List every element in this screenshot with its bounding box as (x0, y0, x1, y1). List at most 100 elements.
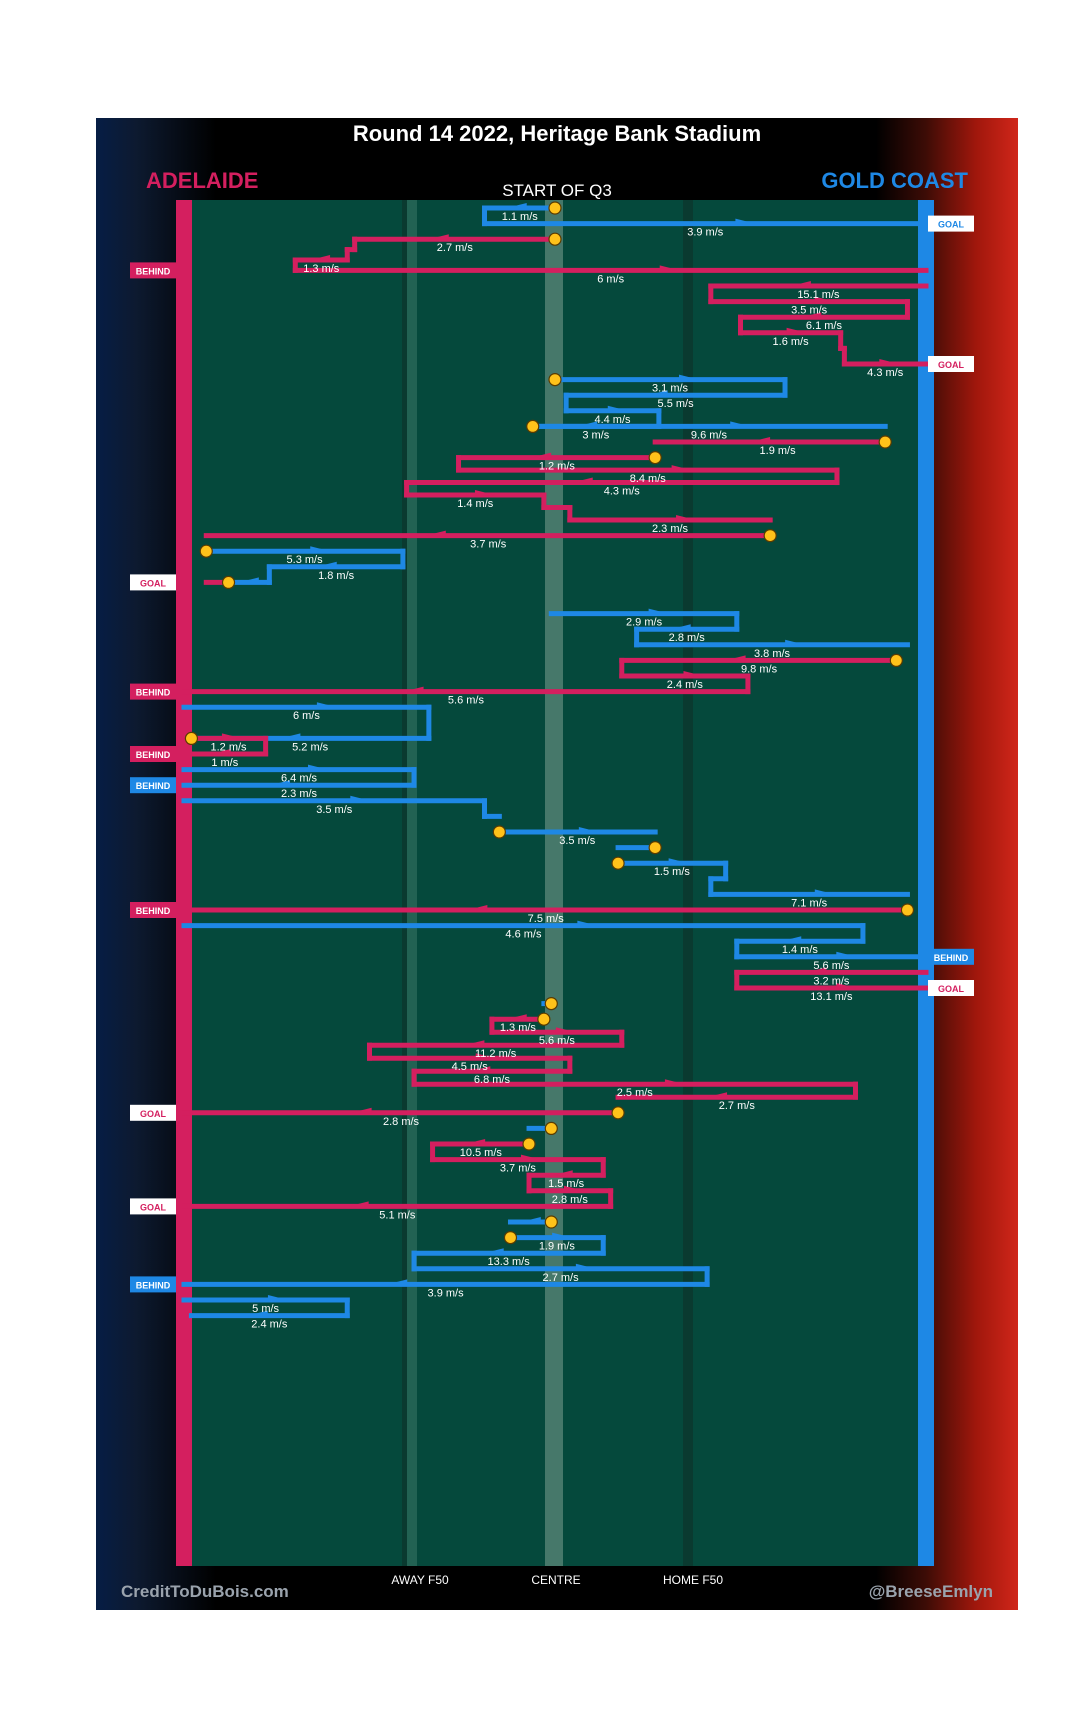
speed-label: 2.7 m/s (437, 242, 474, 254)
chain-arrow (267, 1295, 288, 1301)
speed-label: 2.8 m/s (669, 632, 706, 644)
chain-arrow (506, 1014, 527, 1021)
chain (611, 856, 910, 897)
result-badge-label: BEHIND (136, 266, 171, 276)
speed-label: 2.7 m/s (543, 1272, 580, 1284)
speed-label: 6.8 m/s (474, 1074, 511, 1086)
chain-arrow (572, 477, 593, 484)
chain-arrow (577, 920, 598, 927)
speed-label: 3.9 m/s (428, 1287, 465, 1299)
stoppage-marker (184, 731, 199, 746)
chain-arrow (786, 327, 807, 334)
chain-arrow (670, 624, 691, 631)
adelaide-goal-bar (176, 200, 192, 1566)
speed-label: 5.6 m/s (813, 960, 850, 972)
chain-arrow (683, 671, 704, 677)
chain-arrow (801, 312, 822, 319)
speed-label: 11.2 m/s (475, 1048, 517, 1060)
chain-arrow (676, 515, 697, 521)
speed-label: 1.9 m/s (539, 1241, 576, 1253)
stoppage-marker (221, 575, 236, 589)
speed-label: 7.5 m/s (528, 913, 565, 925)
chart-frame: Round 14 2022, Heritage Bank Stadium ADE… (96, 118, 1018, 1610)
speed-label: 1.5 m/s (548, 1178, 585, 1190)
result-badge-label: BEHIND (136, 906, 171, 916)
chain (199, 544, 406, 585)
chain-arrow (785, 639, 806, 646)
stoppage-marker (611, 1106, 625, 1120)
result-badge-label: GOAL (140, 1202, 167, 1212)
chain-arrow (806, 967, 827, 974)
result-badge-label: BEHIND (934, 953, 969, 963)
chain-arrow (280, 733, 301, 740)
chain (181, 653, 903, 695)
speed-label: 1.9 m/s (760, 445, 797, 457)
chain-arrow (679, 374, 700, 381)
chain (203, 575, 236, 589)
chain-arrow (564, 1185, 585, 1192)
speed-label: 1.3 m/s (303, 263, 340, 275)
chain-arrow (814, 296, 835, 303)
stoppage-marker (648, 451, 662, 465)
chain (526, 1121, 558, 1136)
result-badge-label: GOAL (140, 1109, 167, 1119)
chain (181, 1137, 614, 1209)
chain-arrow (836, 951, 857, 958)
stoppage-marker (889, 653, 903, 668)
chain-arrow (790, 281, 811, 287)
chain-arrow (647, 390, 668, 397)
chain (507, 1215, 558, 1229)
stoppage-marker (648, 840, 662, 855)
chain-arrow (578, 827, 599, 833)
stoppage-marker (878, 435, 892, 449)
stoppage-marker (544, 996, 558, 1011)
speed-label: 5.2 m/s (292, 741, 329, 753)
result-badge-label: GOAL (938, 220, 965, 230)
chain-arrow (316, 561, 337, 568)
speed-label: 2.3 m/s (652, 523, 689, 535)
gold-coast-goal-bar (918, 200, 934, 1566)
result-badge (130, 574, 176, 591)
result-badge-label: GOAL (938, 360, 965, 370)
result-badge-label: BEHIND (136, 781, 171, 791)
away-f50-line (407, 200, 417, 1566)
chain-arrow (474, 490, 495, 497)
speed-label: 3.2 m/s (813, 975, 850, 987)
result-badge (928, 215, 974, 232)
chain-arrow (520, 1154, 541, 1161)
chain-arrow (520, 1217, 541, 1223)
stoppage-marker (503, 1230, 518, 1245)
chain-arrow (879, 359, 900, 365)
chain-arrow (247, 1310, 268, 1317)
chain (292, 232, 929, 273)
chain-arrow (730, 421, 751, 428)
chart-title: Round 14 2022, Heritage Bank Stadium (353, 121, 761, 146)
away-team-label: GOLD COAST (821, 168, 968, 193)
chain-arrow (607, 405, 628, 412)
chain-arrow (575, 1263, 596, 1270)
speed-label: 9.8 m/s (741, 663, 778, 675)
speed-label: 6 m/s (293, 710, 320, 722)
chain (181, 920, 929, 960)
result-badge (130, 1104, 176, 1121)
chain-arrow (725, 655, 746, 662)
chain-arrow (470, 1066, 491, 1073)
chain-arrow (781, 936, 802, 943)
speed-label: 3.7 m/s (470, 539, 507, 551)
chain (708, 281, 929, 367)
speed-label: 4.3 m/s (867, 367, 904, 379)
chain (541, 996, 558, 1011)
chain (181, 903, 915, 917)
stoppage-marker (522, 1137, 536, 1151)
chain-arrow (316, 702, 337, 709)
chain-arrow (403, 686, 424, 693)
speed-label: 3.5 m/s (316, 804, 353, 816)
speed-label: 1 m/s (211, 757, 238, 769)
speed-label: 5 m/s (252, 1303, 279, 1315)
speed-label: 9.6 m/s (691, 429, 728, 441)
chain-arrow (210, 749, 231, 755)
chain-arrow (664, 1079, 685, 1086)
chain-arrow (555, 1027, 576, 1034)
home-f50-line (683, 200, 693, 1566)
stoppage-marker (900, 903, 915, 917)
